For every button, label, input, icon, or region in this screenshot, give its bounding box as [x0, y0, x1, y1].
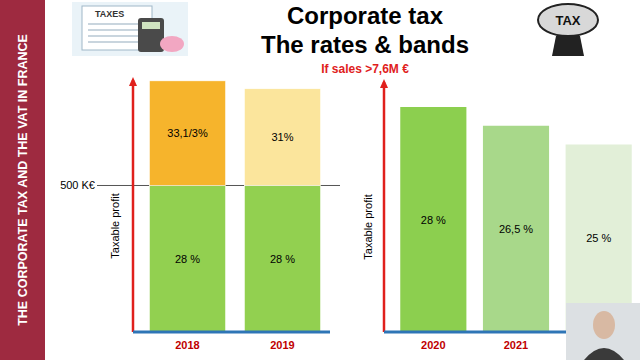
bar-segment: [150, 185, 226, 332]
icon-piggy: [160, 36, 184, 52]
bar-segment: [245, 185, 321, 332]
bar-segment: [245, 89, 321, 186]
slide: THE CORPORATE TAX AND THE VAT IN FRANCE T…: [0, 0, 640, 360]
x-tick-label: 2021: [504, 339, 528, 351]
bar-label: 25 %: [586, 232, 611, 244]
y-axis: [132, 80, 135, 332]
y-axis: [383, 82, 386, 332]
icon-bg: [72, 2, 188, 56]
taxes-icon: TAXES: [72, 2, 188, 56]
icon-text: TAX: [555, 13, 580, 28]
webcam-frame: [566, 303, 640, 360]
banner-text: THE CORPORATE TAX AND THE VAT IN FRANCE: [16, 34, 30, 326]
icon-stamp: [538, 4, 598, 36]
chart: 500 K€ 28 % 28 % 33,1/3% 31% Taxable profit 20…: [60, 77, 340, 351]
webcam-wall: [566, 303, 640, 360]
bar-label: 28 %: [175, 253, 200, 265]
bar: [483, 126, 549, 332]
icon-figure: [552, 36, 584, 56]
y-axis-arrow: [129, 77, 137, 86]
y-axis-label: Taxable profit: [362, 194, 374, 259]
icon-text: TAXES: [95, 9, 124, 19]
title: Corporate tax: [287, 2, 444, 29]
y-axis-label: Taxable profit: [109, 193, 121, 258]
webcam-head: [593, 311, 615, 339]
banner: [0, 0, 45, 360]
y-axis-arrow: [380, 79, 388, 88]
plot-marks: [150, 81, 321, 332]
icon-line: [88, 35, 140, 37]
bar-label: 28 %: [421, 214, 446, 226]
webcam: [566, 303, 640, 360]
slide-canvas: THE CORPORATE TAX AND THE VAT IN FRANCE T…: [0, 0, 640, 360]
bar-label: 31%: [271, 131, 293, 143]
bar-label: 26,5 %: [499, 223, 533, 235]
segment-labels: 28 % 26,5 % 25 %: [421, 214, 612, 245]
segment-labels: 28 % 28 % 33,1/3% 31%: [167, 127, 295, 265]
title: The rates & bands: [261, 31, 469, 58]
x-tick-label: 2018: [175, 339, 199, 351]
x-tick-label: 2019: [270, 339, 294, 351]
icon-line: [88, 41, 140, 43]
webcam-body: [584, 348, 624, 360]
bar-label: 33,1/3%: [167, 127, 208, 139]
bar-segment: [150, 81, 226, 186]
icon-line: [88, 23, 140, 25]
x-axis: [133, 331, 330, 334]
x-tick-label: 2020: [421, 339, 445, 351]
bar-label: 28 %: [270, 253, 295, 265]
icon-calculator-screen: [142, 22, 160, 29]
icon-calculator: [138, 18, 164, 52]
icon-line: [88, 29, 140, 31]
plot-marks: [400, 107, 631, 332]
y-tick-label: 500 K€: [60, 179, 95, 191]
background: [0, 0, 640, 360]
bar: [400, 107, 466, 332]
tax-icon: TAX: [538, 4, 598, 56]
subtitle: If sales >7,6M €: [321, 62, 409, 76]
